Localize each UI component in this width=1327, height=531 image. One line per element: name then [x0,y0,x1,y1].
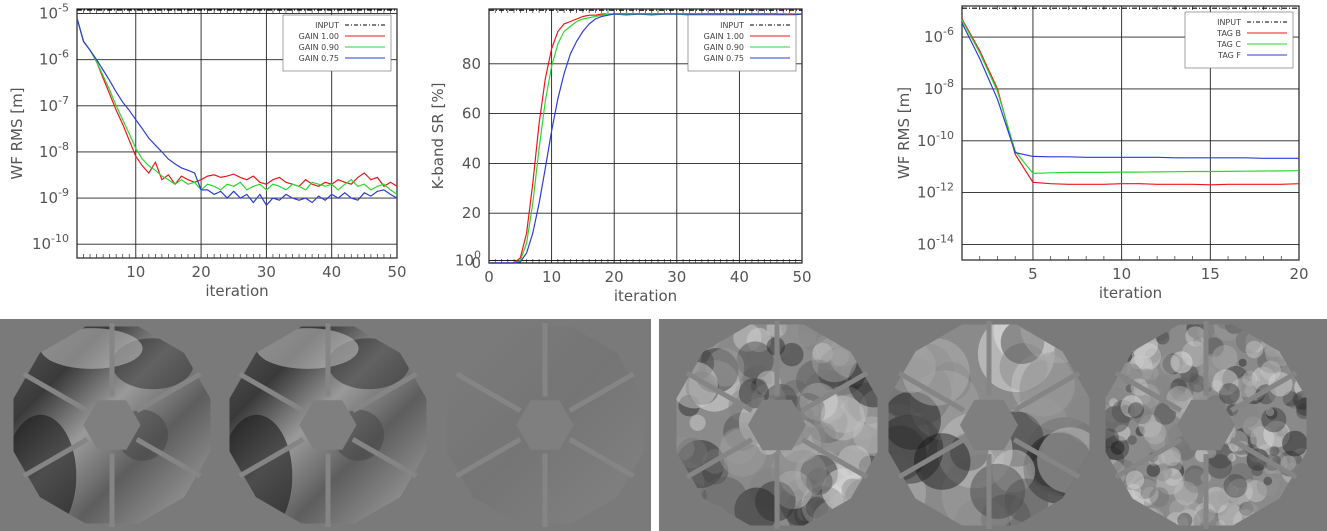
plots-row: 10 20 30 40 50 10-10 10-9 10-8 10-7 10-6 10-5 itera… [8,2,1309,305]
mirror-maps-left [0,319,651,531]
central-obscuration [83,400,141,450]
y-tick-label: 10-6 [924,25,954,46]
x-tick-label: 50 [387,263,406,281]
series-line-gain-0-75 [76,17,398,207]
x-axis-label: iteration [205,282,268,300]
spider-vane [22,437,89,479]
spider-vane [568,437,635,479]
series-line-gain-1-00 [76,17,398,188]
legend-label: TAG C [1216,40,1241,49]
x-tick-label: 10 [126,263,145,281]
x-tick-label: 5 [1028,265,1038,283]
spider-vane [22,371,89,413]
spider-vane [1229,370,1298,413]
legend-label: GAIN 1.00 [299,32,339,41]
chart-kband-sr-gain: 0 10 20 30 40 50 0 20 40 60 80 100 iteration K-band S… [429,8,812,305]
spider-vane [568,371,635,413]
series-line-tag-c [961,19,1300,175]
mirror-maps-right [659,319,1327,531]
y-tick-label: 100 [455,249,481,270]
legend-label: INPUT [1217,18,1241,27]
central-obscuration [299,400,357,450]
series-line-gain-0-75 [489,13,803,264]
wavefront-maps-smooth [13,323,644,527]
y-tick-label: 10-9 [39,186,69,207]
x-tick-label: 30 [667,268,686,286]
spider-vane [897,437,966,480]
x-tick-label: 10 [1112,265,1131,283]
spider-vane [685,437,754,480]
legend-label: TAG F [1217,51,1241,60]
y-tick-label: 20 [462,204,481,222]
central-obscuration [1176,399,1236,451]
series-line-gain-0-90 [76,17,398,195]
spider-vane [135,437,202,479]
y-tick-label: 10-10 [32,232,69,253]
spider-vane [685,370,754,413]
legend-label: GAIN 0.75 [704,54,744,63]
y-tick-label: 80 [462,55,481,73]
y-axis-label: WF RMS [m] [8,87,26,179]
y-tick-label: 10-8 [924,77,954,98]
legend-label: GAIN 0.90 [299,43,339,52]
spider-vane [1229,437,1298,480]
x-axis-label: iteration [614,287,677,305]
y-axis-label: WF RMS [m] [895,87,913,179]
x-tick-label: 20 [605,268,624,286]
x-tick-label: 50 [792,268,811,286]
chart-wf-rms-tags: 5 10 15 20 10-14 10-12 10-10 10-8 10-6 iteration W… [895,5,1309,302]
spider-vane [1012,437,1081,480]
legend-box [282,14,392,72]
y-tick-label: 10-5 [39,2,69,23]
legend-label: GAIN 1.00 [704,32,744,41]
spider-vane [1114,437,1183,480]
y-tick-label: 40 [462,154,481,172]
spider-vane [135,371,202,413]
spider-vane [800,370,869,413]
y-tick-label: 10-10 [917,129,954,150]
x-axis-label: iteration [1099,284,1162,302]
x-tick-label: 40 [730,268,749,286]
legend-label: INPUT [720,21,744,30]
legend-label: TAG B [1216,29,1241,38]
x-tick-label: 15 [1201,265,1220,283]
y-tick-label: 10-8 [39,140,69,161]
spider-vane [238,437,305,479]
y-tick-label: 10-12 [917,181,954,202]
legend-box [1184,11,1294,69]
y-tick-label: 0 [471,254,481,272]
spider-vane [1012,370,1081,413]
y-tick-label: 10-7 [39,94,69,115]
chart-wf-rms-gain: 10 20 30 40 50 10-10 10-9 10-8 10-7 10-6 10-5 itera… [8,2,407,300]
x-tick-label: 0 [484,268,494,286]
spider-vane [800,437,869,480]
legend-label: INPUT [315,21,339,30]
wavefront-maps-turbulent [676,321,1307,529]
spider-vane [455,371,522,413]
y-tick-label: 60 [462,105,481,123]
x-tick-label: 20 [1289,265,1308,283]
spider-vane [1114,370,1183,413]
x-tick-label: 40 [322,263,341,281]
x-tick-label: 30 [257,263,276,281]
spider-vane [897,370,966,413]
x-tick-label: 10 [542,268,561,286]
spider-vane [455,437,522,479]
y-axis-label: K-band SR [%] [429,83,447,190]
spider-vane [351,437,418,479]
y-tick-label: 10-6 [39,48,69,69]
legend-label: GAIN 0.90 [704,43,744,52]
spider-vane [238,371,305,413]
legend-box [687,14,797,72]
series-line-tag-b [961,18,1300,186]
spider-vane [351,371,418,413]
series-line-tag-f [961,22,1299,159]
central-obscuration [516,400,574,450]
y-tick-label: 10-14 [917,232,954,253]
x-tick-label: 20 [192,263,211,281]
central-obscuration [959,399,1019,451]
legend-label: GAIN 0.75 [299,54,339,63]
central-obscuration [747,399,807,451]
